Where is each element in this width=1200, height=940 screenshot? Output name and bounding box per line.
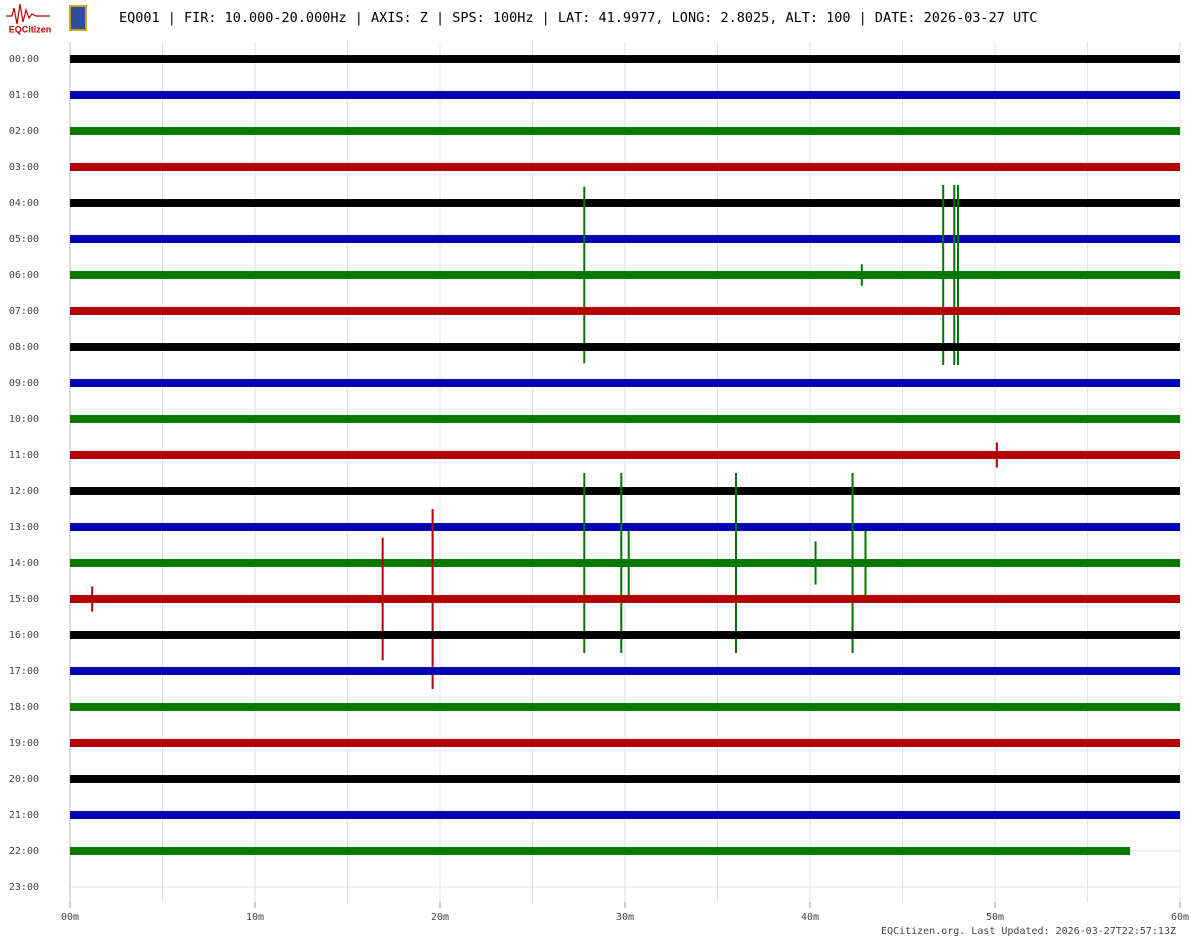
x-tick-label: 00m [61, 912, 79, 923]
x-tick-label: 20m [431, 912, 449, 923]
x-tick-label: 10m [246, 912, 264, 923]
row-label: 16:00 [9, 630, 39, 641]
row-label: 20:00 [9, 774, 39, 785]
row-label: 13:00 [9, 522, 39, 533]
row-label: 14:00 [9, 558, 39, 569]
traces [70, 55, 1180, 855]
row-label: 22:00 [9, 846, 39, 857]
device-icon [69, 5, 87, 31]
x-tick-label: 60m [1171, 912, 1189, 923]
row-label: 02:00 [9, 126, 39, 137]
x-tick-label: 50m [986, 912, 1004, 923]
row-label: 00:00 [9, 54, 39, 65]
row-label: 10:00 [9, 414, 39, 425]
logo-text: EQCitizen [9, 24, 52, 34]
row-label: 06:00 [9, 270, 39, 281]
row-label: 08:00 [9, 342, 39, 353]
row-label: 03:00 [9, 162, 39, 173]
row-label: 23:00 [9, 882, 39, 893]
row-label: 04:00 [9, 198, 39, 209]
footer: EQCitizen.org. Last Updated: 2026-03-27T… [881, 926, 1176, 937]
logo: EQCitizen [6, 3, 87, 34]
row-label: 18:00 [9, 702, 39, 713]
row-label: 15:00 [9, 594, 39, 605]
row-label: 11:00 [9, 450, 39, 461]
row-label: 01:00 [9, 90, 39, 101]
logo-wave [6, 3, 50, 25]
row-label: 07:00 [9, 306, 39, 317]
row-label: 05:00 [9, 234, 39, 245]
row-label: 19:00 [9, 738, 39, 749]
row-label: 09:00 [9, 378, 39, 389]
x-tick-label: 40m [801, 912, 819, 923]
row-label: 12:00 [9, 486, 39, 497]
x-tick-label: 30m [616, 912, 634, 923]
row-label: 17:00 [9, 666, 39, 677]
row-label: 21:00 [9, 810, 39, 821]
chart-title: EQ001 | FIR: 10.000-20.000Hz | AXIS: Z |… [119, 10, 1037, 26]
labels: 00m 10m 20m 30m 40m 50m 60m 00:00 01:00 02:00 03:0… [9, 54, 1189, 923]
